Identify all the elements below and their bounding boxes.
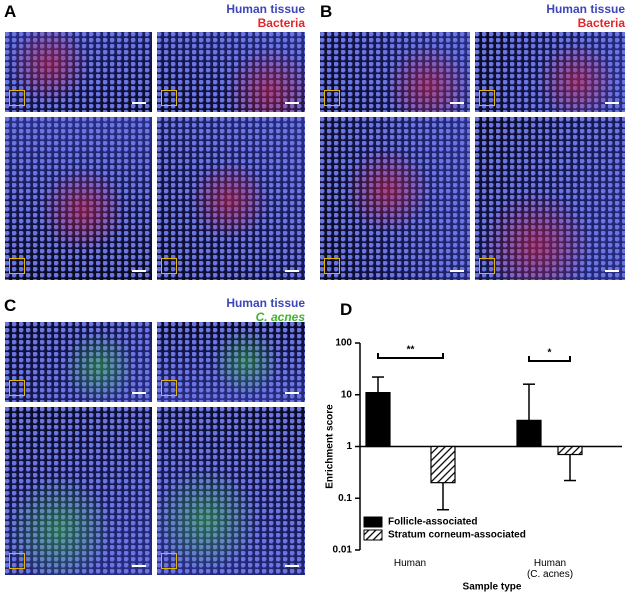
location-icon bbox=[9, 553, 25, 569]
panel-label: D bbox=[340, 300, 353, 319]
y-tick-label: 10 bbox=[341, 389, 353, 400]
micrograph bbox=[475, 117, 625, 280]
location-icon bbox=[324, 258, 340, 274]
legend-text: Human tissue bbox=[226, 2, 305, 16]
scale-bar bbox=[285, 565, 299, 567]
x-tick-label: Human (C. acnes) bbox=[526, 558, 574, 580]
scale-bar bbox=[132, 392, 146, 394]
scale-bar bbox=[450, 102, 464, 104]
legend-text: Human tissue bbox=[546, 2, 625, 16]
micrograph bbox=[5, 32, 152, 112]
location-icon bbox=[479, 258, 495, 274]
location-icon bbox=[9, 90, 25, 106]
y-axis-title: Enrichment score bbox=[325, 404, 336, 489]
scale-bar bbox=[605, 270, 619, 272]
significance-bracket bbox=[528, 356, 571, 362]
x-tick-label: Human bbox=[393, 558, 427, 569]
micrograph bbox=[320, 32, 470, 112]
location-icon bbox=[9, 380, 25, 396]
significance-bracket bbox=[377, 353, 444, 359]
location-icon bbox=[161, 380, 177, 396]
micrograph bbox=[157, 117, 305, 280]
bar bbox=[557, 445, 583, 456]
scale-bar bbox=[132, 270, 146, 272]
bar bbox=[365, 392, 391, 448]
significance-label: * bbox=[548, 348, 552, 359]
legend-label: Stratum corneum-associated bbox=[388, 530, 526, 541]
bar bbox=[430, 445, 456, 484]
legend-text: Bacteria bbox=[257, 16, 305, 30]
panel-label: B bbox=[320, 2, 333, 21]
location-icon bbox=[479, 90, 495, 106]
micrograph bbox=[5, 117, 152, 280]
micrograph bbox=[157, 32, 305, 112]
scale-bar bbox=[285, 102, 299, 104]
bar bbox=[516, 419, 542, 448]
location-icon bbox=[161, 90, 177, 106]
legend-text: C. acnes bbox=[255, 310, 305, 324]
scale-bar bbox=[450, 270, 464, 272]
scale-bar bbox=[285, 392, 299, 394]
micrograph bbox=[320, 117, 470, 280]
micrograph bbox=[5, 407, 152, 575]
location-icon bbox=[161, 258, 177, 274]
y-tick-label: 100 bbox=[335, 338, 352, 349]
location-icon bbox=[324, 90, 340, 106]
y-tick-label: 0.1 bbox=[338, 493, 352, 504]
micrograph bbox=[5, 322, 152, 402]
legend-swatch bbox=[363, 529, 383, 541]
location-icon bbox=[161, 553, 177, 569]
micrograph bbox=[157, 322, 305, 402]
panel-label: C bbox=[4, 296, 17, 315]
micrograph bbox=[475, 32, 625, 112]
panel-label: A bbox=[4, 2, 17, 21]
y-tick-label: 1 bbox=[346, 441, 352, 452]
scale-bar bbox=[285, 270, 299, 272]
legend-text: Human tissue bbox=[226, 296, 305, 310]
significance-label: ** bbox=[407, 345, 415, 356]
y-tick-label: 0.01 bbox=[333, 545, 353, 556]
legend-text: Bacteria bbox=[577, 16, 625, 30]
scale-bar bbox=[132, 565, 146, 567]
location-icon bbox=[9, 258, 25, 274]
scale-bar bbox=[605, 102, 619, 104]
legend-label: Follicle-associated bbox=[388, 517, 477, 528]
micrograph bbox=[157, 407, 305, 575]
scale-bar bbox=[132, 102, 146, 104]
legend-swatch bbox=[363, 516, 383, 528]
x-axis-title: Sample type bbox=[463, 582, 522, 593]
